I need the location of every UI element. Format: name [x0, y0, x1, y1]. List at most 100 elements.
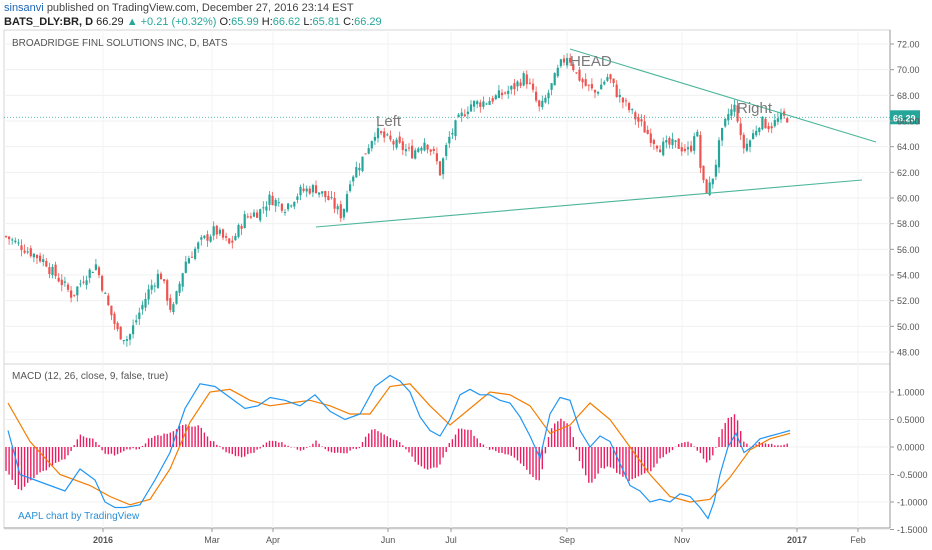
- candle-body: [631, 109, 634, 111]
- candle-body: [429, 149, 432, 152]
- time-tick-label: 2017: [787, 535, 807, 545]
- price-pane[interactable]: [3, 29, 891, 365]
- candle-body: [702, 165, 705, 181]
- candle-body: [680, 147, 683, 152]
- candle-body: [721, 127, 724, 141]
- candle-body: [163, 279, 166, 282]
- candle-body: [277, 202, 280, 204]
- candle-body: [76, 286, 79, 296]
- macd-pane-title: MACD (12, 26, close, 9, false, true): [12, 371, 168, 382]
- time-tick-label: Feb: [850, 535, 866, 545]
- candle-body: [773, 120, 776, 127]
- candle-body: [451, 132, 454, 135]
- candle-body: [398, 136, 401, 143]
- signal-line: [7, 383, 791, 506]
- candle-body: [97, 267, 101, 276]
- candle-body: [485, 103, 488, 105]
- candle-body: [655, 145, 659, 149]
- candle-body: [181, 273, 184, 287]
- candle-body: [556, 67, 559, 77]
- candle-body: [184, 261, 187, 273]
- candle-body: [457, 114, 460, 118]
- candle-body: [476, 101, 479, 105]
- candle-body: [342, 208, 345, 218]
- candle-body: [60, 279, 63, 286]
- macd-tick-label: 1.0000: [897, 388, 925, 398]
- candle-body: [463, 114, 466, 117]
- candle-body: [435, 153, 438, 162]
- candle-body: [299, 186, 302, 196]
- price-tick-label: 72.00: [897, 40, 920, 50]
- candle-body: [104, 292, 107, 294]
- candle-body: [101, 275, 104, 291]
- macd-line: [7, 374, 791, 520]
- candle-body: [510, 85, 513, 90]
- candle-body: [237, 224, 240, 237]
- candle-body: [23, 250, 26, 253]
- macd-series: [5, 374, 791, 520]
- candle-body: [640, 119, 643, 122]
- candle-body: [628, 103, 631, 111]
- candle-body: [172, 304, 175, 312]
- candle-body: [333, 197, 336, 209]
- candle-body: [330, 197, 333, 199]
- candle-body: [345, 194, 349, 212]
- candle-body: [336, 206, 339, 210]
- candle-body: [215, 225, 218, 235]
- candle-body: [786, 118, 789, 123]
- candle-body: [203, 235, 206, 238]
- candle-body: [562, 58, 566, 63]
- candle-body: [724, 118, 727, 127]
- candle-body: [119, 326, 122, 340]
- candle-body: [88, 269, 91, 278]
- candle-body: [29, 248, 32, 257]
- candle-body: [600, 84, 603, 90]
- candle-body: [665, 140, 668, 143]
- candle-body: [355, 167, 358, 178]
- candle-body: [383, 131, 386, 138]
- candle-body: [308, 188, 311, 194]
- close-label: C:: [343, 16, 355, 28]
- candle-body: [404, 149, 407, 152]
- candle-body: [683, 148, 686, 151]
- candle-body: [113, 313, 116, 324]
- candle-body: [42, 259, 45, 263]
- candle-body: [668, 137, 671, 145]
- candle-body: [696, 131, 699, 137]
- candle-body: [717, 140, 721, 168]
- price-tick-label: 56.00: [897, 245, 920, 255]
- candle-body: [8, 236, 11, 240]
- candle-body: [473, 100, 476, 107]
- candle-body: [259, 209, 262, 221]
- candle-body: [290, 205, 293, 207]
- candle-body: [699, 134, 702, 168]
- candle-body: [494, 95, 497, 100]
- candle-body: [547, 92, 550, 99]
- candle-body: [135, 320, 138, 323]
- candle-body: [302, 188, 305, 192]
- candle-body: [70, 290, 73, 298]
- candle-body: [274, 199, 277, 206]
- candle-body: [231, 240, 234, 243]
- candle-body: [147, 289, 150, 300]
- candle-body: [615, 84, 618, 98]
- symbol-header: BATS_DLY:BR, D 66.29 ▲ +0.21 (+0.32%) O:…: [4, 16, 382, 28]
- candle-body: [752, 133, 755, 140]
- candle-body: [497, 90, 500, 98]
- price-tick-label: 54.00: [897, 271, 920, 281]
- candle-body: [234, 235, 237, 241]
- candle-body: [618, 94, 621, 98]
- candle-body: [45, 260, 48, 267]
- candle-body: [609, 74, 612, 80]
- candle-body: [736, 105, 739, 122]
- author-link[interactable]: sinsanvi: [4, 2, 44, 14]
- candle-body: [513, 83, 516, 90]
- price-tick-label: 48.00: [897, 348, 920, 358]
- candle-body: [187, 258, 190, 264]
- candle-body: [389, 135, 392, 140]
- pattern-annotation: Right: [737, 100, 773, 117]
- candle-body: [352, 176, 355, 182]
- candle-body: [677, 138, 680, 149]
- current-price-label: 66.29: [893, 113, 916, 123]
